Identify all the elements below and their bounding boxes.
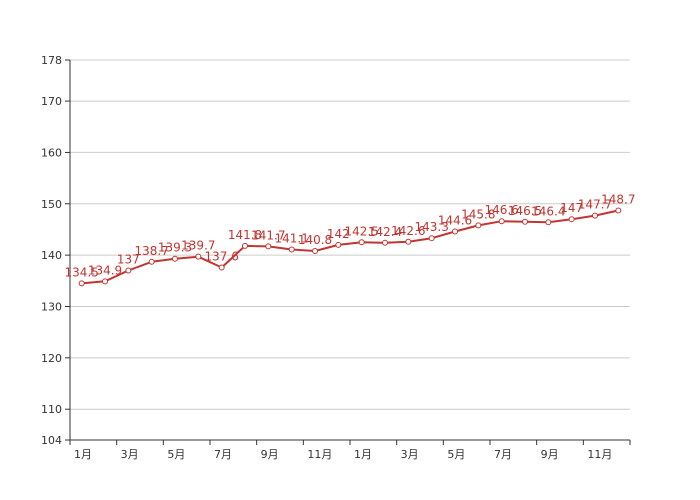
- x-tick-label: 7月: [214, 448, 232, 461]
- y-tick-label: 150: [41, 198, 62, 211]
- data-label: 140.8: [298, 233, 332, 247]
- data-point: [125, 267, 132, 274]
- data-label: 146.4: [531, 204, 565, 218]
- y-tick-label: 178: [41, 54, 62, 67]
- data-label: 134.9: [88, 263, 122, 277]
- data-label: 142.5: [344, 224, 378, 238]
- data-label: 142.4: [368, 225, 402, 239]
- data-label: 137: [117, 253, 140, 267]
- data-point: [522, 218, 528, 225]
- x-tick-label: 11月: [307, 448, 332, 461]
- x-tick-label: 1月: [354, 448, 372, 461]
- data-label: 148.7: [601, 192, 635, 206]
- data-label: 134.5: [64, 265, 98, 279]
- data-labels: 134.5134.9137138.7139.3139.7137.6141.814…: [64, 192, 635, 279]
- data-point: [78, 280, 85, 287]
- data-point: [452, 228, 458, 235]
- x-tick-label: 11月: [587, 448, 612, 461]
- data-point: [172, 255, 178, 262]
- y-tick-label: 170: [41, 95, 62, 108]
- y-tick-label: 110: [41, 403, 62, 416]
- data-label: 146.5: [508, 204, 542, 218]
- data-label: 143.3: [414, 220, 448, 234]
- data-point: [102, 278, 108, 285]
- data-point: [498, 218, 505, 225]
- x-tick-label: 1月: [74, 448, 92, 461]
- data-label: 144.6: [438, 214, 472, 228]
- y-tick-label: 104: [41, 434, 62, 447]
- y-tick-label: 120: [41, 352, 62, 365]
- data-label: 141.8: [228, 228, 262, 242]
- data-point: [615, 207, 622, 214]
- data-label: 141.7: [251, 228, 285, 242]
- x-tick-label: 3月: [121, 448, 139, 461]
- data-label: 141.1: [274, 231, 308, 245]
- series-line: [81, 209, 619, 285]
- x-tick-label: 3月: [401, 448, 419, 461]
- data-label: 147: [560, 201, 583, 215]
- x-tick-label: 5月: [167, 448, 185, 461]
- data-point: [568, 216, 575, 223]
- data-label: 142.6: [391, 224, 425, 238]
- x-tick-label: 9月: [261, 448, 279, 461]
- data-point: [288, 246, 295, 253]
- axes: 104 110 120 130 140 150 160 170 178 1月 3月 5月 7月 9月 11月…: [41, 54, 631, 461]
- data-label: 142: [327, 227, 350, 241]
- data-label: 145.8: [461, 207, 495, 221]
- y-tick-label: 140: [41, 249, 62, 262]
- data-point: [382, 239, 388, 246]
- data-point: [405, 238, 412, 245]
- data-label: 137.6: [204, 249, 238, 263]
- data-point: [358, 239, 365, 246]
- data-point: [148, 258, 155, 265]
- data-label: 139.3: [158, 241, 192, 255]
- grid-lines: [70, 59, 630, 410]
- data-point: [335, 241, 342, 248]
- y-tick-label: 130: [41, 300, 62, 313]
- data-label: 139.7: [181, 239, 215, 253]
- x-tick-label: 9月: [541, 448, 559, 461]
- data-point: [218, 264, 225, 271]
- x-tick-label: 7月: [494, 448, 512, 461]
- data-point: [195, 253, 202, 260]
- data-point: [428, 235, 435, 242]
- data-label: 147.7: [578, 198, 612, 212]
- y-tick-label: 160: [41, 146, 62, 159]
- data-label: 146.6: [484, 203, 518, 217]
- data-point: [475, 222, 482, 229]
- x-tick-label: 5月: [447, 448, 465, 461]
- data-point: [265, 243, 272, 250]
- series-line-group: [78, 207, 622, 287]
- data-point: [312, 248, 318, 255]
- data-point: [592, 212, 598, 219]
- data-point: [545, 219, 552, 226]
- data-point: [242, 242, 248, 249]
- data-label: 138.7: [134, 244, 168, 258]
